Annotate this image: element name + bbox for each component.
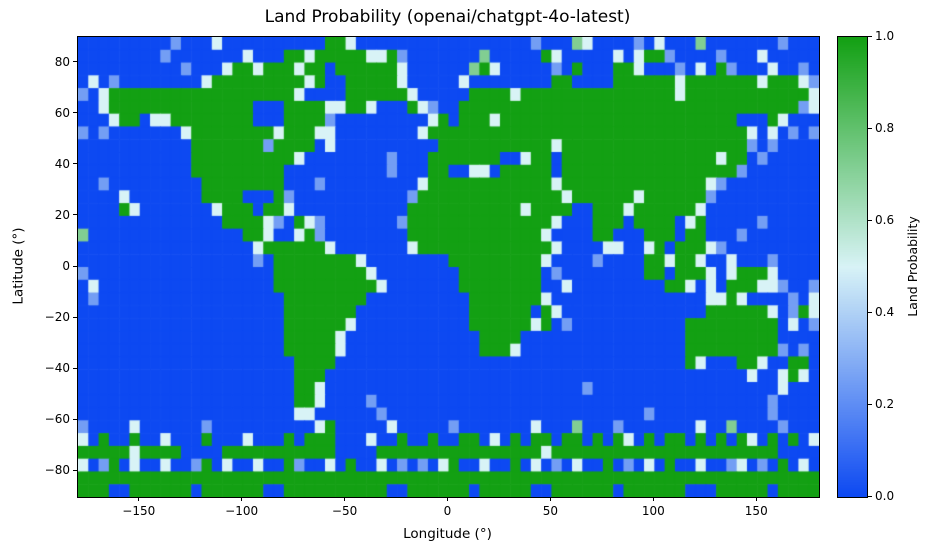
y-tick-mark — [73, 265, 77, 267]
colorbar-tick-label: 1.0 — [875, 29, 895, 43]
x-tick-mark — [652, 497, 654, 501]
x-tick-label: −50 — [331, 504, 358, 518]
y-tick-label: 40 — [54, 156, 70, 171]
y-tick-mark — [73, 112, 77, 114]
y-tick-label: 0 — [62, 259, 70, 273]
colorbar-label-box: Land Probability — [899, 36, 925, 496]
y-tick-label: 20 — [54, 207, 70, 222]
colorbar-tick-label: 0.0 — [875, 489, 895, 503]
x-tick-label: 50 — [542, 504, 559, 518]
y-tick-mark — [73, 163, 77, 165]
y-tick-mark — [73, 469, 77, 471]
colorbar-tick-label: 0.2 — [875, 397, 895, 411]
colorbar-tick-label: 0.4 — [875, 305, 895, 319]
y-tick-label: −80 — [44, 463, 70, 478]
plot-area — [77, 36, 820, 498]
colorbar-tick-mark — [868, 495, 872, 497]
x-tick-label: −100 — [225, 504, 259, 518]
y-tick-mark — [73, 418, 77, 420]
x-tick-mark — [447, 497, 448, 501]
y-tick-label: 80 — [54, 54, 70, 69]
colorbar-tick-mark — [868, 219, 872, 221]
chart-title: Land Probability (openai/chatgpt-4o-late… — [264, 7, 631, 27]
y-tick-label: −20 — [44, 310, 70, 325]
y-tick-label: −60 — [44, 412, 70, 427]
y-axis-label: Latitude (°) — [11, 227, 28, 305]
x-tick-mark — [549, 497, 551, 501]
colorbar-canvas — [838, 37, 867, 497]
x-tick-mark — [241, 497, 243, 501]
heatmap-canvas — [78, 37, 819, 497]
colorbar-tick-label: 0.8 — [875, 121, 895, 135]
y-tick-mark — [73, 61, 77, 63]
x-tick-label: 150 — [744, 504, 768, 518]
y-tick-mark — [73, 367, 77, 369]
x-tick-label: −150 — [122, 504, 156, 518]
colorbar-tick-mark — [868, 35, 872, 37]
x-tick-label: 0 — [443, 504, 452, 518]
x-tick-mark — [138, 497, 140, 501]
colorbar-tick-mark — [868, 403, 872, 405]
x-tick-mark — [344, 497, 346, 501]
y-tick-label: 60 — [54, 105, 70, 120]
x-tick-label: 100 — [641, 504, 665, 518]
colorbar-tick-label: 0.6 — [875, 213, 895, 227]
colorbar-label: Land Probability — [904, 215, 920, 317]
x-axis-label: Longitude (°) — [403, 526, 492, 542]
colorbar-tick-mark — [868, 127, 872, 129]
y-axis-label-box: Latitude (°) — [6, 36, 32, 496]
x-tick-mark — [755, 497, 757, 501]
y-tick-label: −40 — [44, 361, 70, 376]
y-tick-mark — [73, 316, 77, 318]
colorbar — [837, 36, 868, 498]
colorbar-tick-mark — [868, 311, 872, 313]
y-tick-mark — [73, 214, 77, 216]
